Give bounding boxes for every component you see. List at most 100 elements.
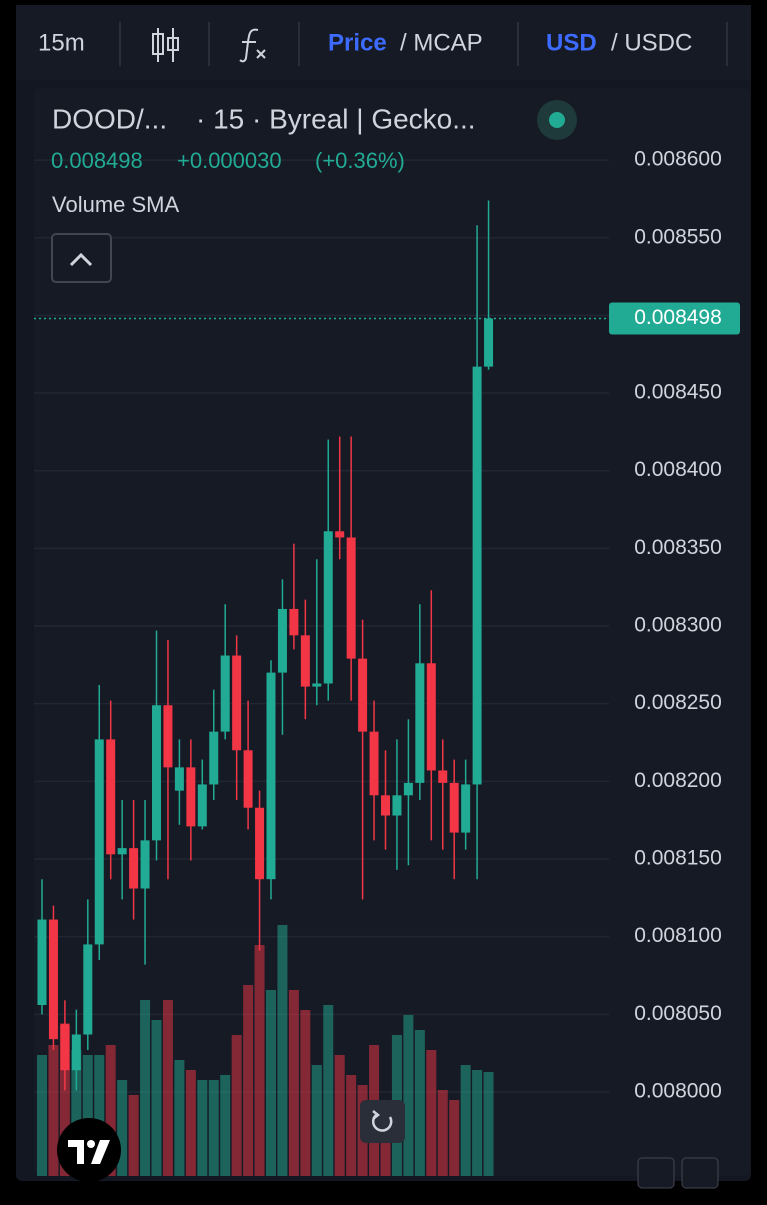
candle-body <box>220 655 230 732</box>
candle-body <box>300 635 310 687</box>
price-toggle[interactable]: Price <box>328 29 387 56</box>
price-tag-label: 0.008498 <box>634 306 722 329</box>
reset-button[interactable] <box>360 1100 405 1143</box>
volume-bar <box>59 1025 70 1176</box>
y-tick-label: 0.008450 <box>634 381 722 404</box>
volume-bar <box>208 1080 219 1176</box>
volume-bar <box>437 1090 448 1176</box>
y-tick-label: 0.008200 <box>634 769 722 792</box>
price-change-percent: (+0.36%) <box>315 148 405 173</box>
candle-body <box>346 537 356 659</box>
candle-body <box>140 840 150 889</box>
volume-bar <box>414 1030 425 1176</box>
volume-bar <box>231 1035 242 1176</box>
y-tick-label: 0.008600 <box>634 148 722 171</box>
volume-bar <box>151 1020 162 1176</box>
volume-bar <box>300 1010 311 1176</box>
candle-body <box>472 366 482 785</box>
candle-body <box>48 919 58 1040</box>
volume-bar <box>472 1070 483 1176</box>
chart-area <box>34 88 750 1176</box>
candle-body <box>335 531 345 538</box>
volume-bar <box>334 1055 345 1176</box>
volume-bar <box>220 1075 231 1176</box>
status-dot <box>549 112 565 128</box>
y-tick-label: 0.008350 <box>634 536 722 559</box>
candle-body <box>60 1023 70 1071</box>
candle-body <box>83 944 93 1035</box>
volume-bar <box>311 1065 322 1176</box>
candle-body <box>197 784 207 827</box>
candle-body <box>449 782 459 833</box>
candle-body <box>71 1034 81 1071</box>
candle-body <box>484 318 494 367</box>
volume-bar <box>449 1100 460 1176</box>
volume-bar <box>174 1060 185 1176</box>
candle-body <box>369 731 379 796</box>
y-tick-label: 0.008050 <box>634 1002 722 1025</box>
volume-bar <box>426 1050 437 1176</box>
candle-body <box>461 784 471 833</box>
y-tick-label: 0.008150 <box>634 847 722 870</box>
last-price: 0.008498 <box>51 148 143 173</box>
volume-bar <box>288 990 299 1176</box>
candle-body <box>255 807 265 880</box>
indicators-button[interactable] <box>239 28 266 63</box>
volume-bar <box>140 1000 151 1176</box>
candle-body <box>106 739 116 855</box>
candle-body <box>209 731 219 785</box>
volume-bar <box>128 1095 139 1176</box>
volume-bar <box>197 1080 208 1176</box>
toolbar <box>16 5 751 80</box>
zoom-buttons[interactable] <box>637 1157 719 1189</box>
usdc-toggle[interactable]: / USDC <box>611 29 692 56</box>
volume-bar <box>243 985 254 1176</box>
y-tick-label: 0.008550 <box>634 225 722 248</box>
symbol[interactable]: DOOD/... <box>52 103 167 134</box>
indicator-name[interactable]: Volume SMA <box>52 192 179 217</box>
y-tick-label: 0.008250 <box>634 691 722 714</box>
volume-bar <box>37 1055 47 1176</box>
price-tag <box>609 302 740 335</box>
candle-body <box>117 848 127 855</box>
volume-bar <box>266 990 276 1176</box>
candle-body <box>403 782 413 796</box>
volume-bar <box>254 945 265 1176</box>
interval-button[interactable]: 15m <box>38 29 85 56</box>
volume-bar <box>403 1015 414 1176</box>
candle-body <box>415 663 425 783</box>
candle-body <box>277 608 287 673</box>
volume-bar <box>48 1045 59 1176</box>
y-tick-label: 0.008400 <box>634 458 722 481</box>
candle-body <box>426 663 436 771</box>
y-tick-label: 0.008000 <box>634 1080 722 1103</box>
candle-body <box>358 658 368 732</box>
collapse-legend-button[interactable] <box>51 233 112 283</box>
volume-bar <box>117 1080 128 1176</box>
volume-bar <box>82 1055 93 1176</box>
volume-bar <box>277 925 288 1176</box>
candle-body <box>186 767 196 827</box>
candles <box>37 200 494 1091</box>
candle-body <box>37 919 47 1005</box>
candle-body <box>163 705 173 768</box>
candle-body <box>323 531 333 684</box>
grid <box>34 159 609 1093</box>
symbol-details: · 15 · Byreal | Gecko... <box>196 103 476 134</box>
chart-type-button[interactable] <box>152 28 179 62</box>
y-tick-label: 0.008100 <box>634 924 722 947</box>
volume-bar <box>105 1045 116 1176</box>
tradingview-logo[interactable] <box>57 1118 121 1182</box>
volume-bar <box>483 1072 494 1176</box>
candle-body <box>381 795 390 816</box>
candle-body <box>243 750 253 808</box>
usd-toggle[interactable]: USD <box>546 29 597 56</box>
candle-body <box>312 683 322 687</box>
price-axis: 0.0086000.0085500.0085000.0084500.008400… <box>34 148 740 1103</box>
candle-body <box>129 848 139 889</box>
candle-body <box>392 795 402 816</box>
candle-body <box>438 770 448 783</box>
mcap-toggle[interactable]: / MCAP <box>400 29 483 56</box>
